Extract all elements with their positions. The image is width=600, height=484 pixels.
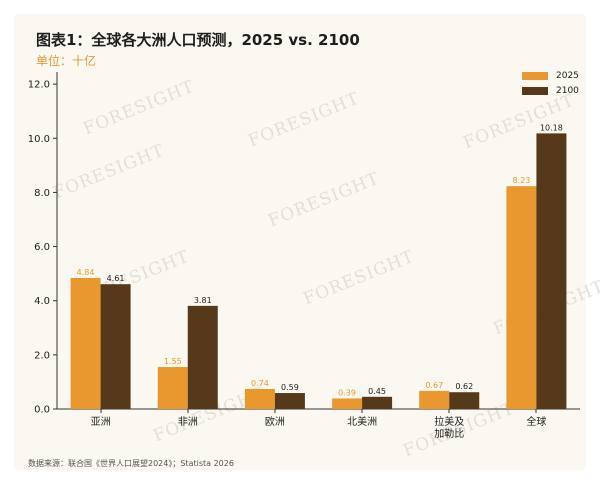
- bar-2100: [187, 305, 218, 409]
- data-label-2100: 0.62: [455, 382, 473, 391]
- bar-2025: [157, 367, 188, 409]
- x-tick-label: 北美洲: [347, 415, 377, 428]
- bar-2025: [244, 388, 275, 409]
- chart-legend: 2025 2100: [522, 68, 579, 98]
- x-tick-label: 全球: [526, 415, 546, 428]
- y-tick-label: 0.0: [34, 405, 50, 416]
- data-label-2100: 0.59: [281, 383, 299, 392]
- bar-2025: [70, 277, 101, 409]
- bar-2025: [419, 390, 450, 409]
- chart-title: 图表1：全球各大洲人口预测，2025 vs. 2100: [36, 31, 360, 49]
- bar-2025: [332, 398, 363, 409]
- data-label-2025: 0.39: [338, 388, 356, 397]
- data-label-2025: 0.67: [425, 381, 443, 390]
- y-tick-label: 4.0: [34, 296, 50, 307]
- legend-item-2025: 2025: [522, 68, 579, 83]
- bar-2100: [362, 396, 393, 409]
- y-tick-label: 6.0: [34, 242, 50, 253]
- x-tick-label: 加勒比: [434, 427, 464, 440]
- data-label-2025: 0.74: [251, 379, 269, 388]
- legend-item-2100: 2100: [522, 83, 579, 98]
- data-label-2100: 4.61: [107, 274, 125, 283]
- data-label-2100: 10.18: [540, 123, 563, 132]
- legend-swatch-2100: [522, 86, 548, 95]
- chart-unit-label: 单位：十亿: [36, 54, 97, 68]
- source-note: 数据来源：联合国《世界人口展望2024》；Statista 2026: [28, 459, 234, 468]
- x-tick-label: 拉美及: [434, 415, 464, 428]
- y-tick-label: 10.0: [28, 134, 50, 145]
- y-tick-label: 2.0: [34, 350, 50, 361]
- data-label-2025: 4.84: [77, 268, 95, 277]
- bar-2100: [100, 284, 131, 409]
- data-label-2100: 3.81: [194, 296, 212, 305]
- x-tick-label: 亚洲: [91, 416, 111, 428]
- data-label-2025: 1.55: [164, 357, 182, 366]
- bar-2025: [506, 186, 537, 409]
- legend-swatch-2025: [522, 71, 548, 80]
- data-label-2100: 0.45: [368, 387, 386, 396]
- data-label-2025: 8.23: [513, 176, 531, 185]
- legend-label-2100: 2100: [556, 85, 579, 96]
- y-tick-label: 8.0: [34, 188, 50, 199]
- x-tick-label: 欧洲: [265, 416, 285, 428]
- bar-2100: [536, 133, 567, 409]
- x-tick-label: 非洲: [178, 416, 198, 428]
- bar-2100: [449, 392, 480, 409]
- y-tick-label: 12.0: [28, 80, 50, 91]
- legend-label-2025: 2025: [556, 70, 579, 81]
- bar-2100: [274, 393, 305, 409]
